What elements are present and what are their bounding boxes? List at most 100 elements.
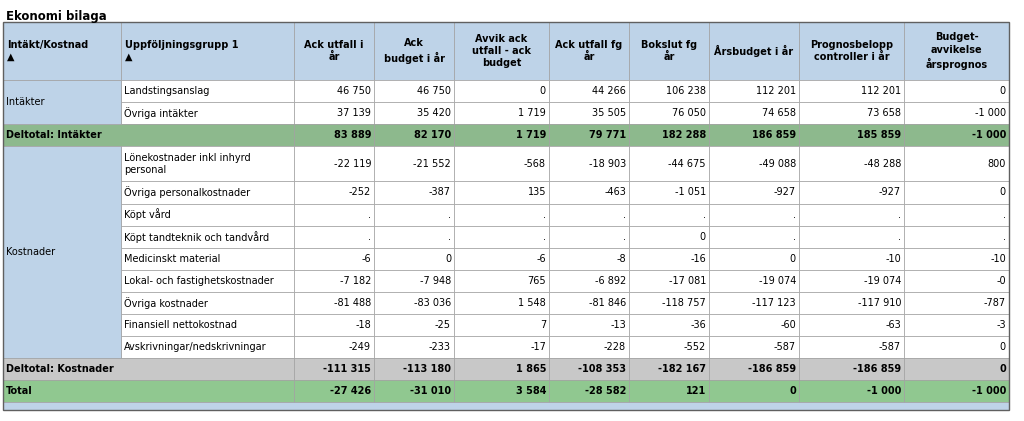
Bar [904, 102, 1009, 124]
Bar [374, 270, 454, 292]
Bar [904, 380, 1009, 402]
Text: .: . [793, 232, 796, 242]
Text: 0: 0 [699, 232, 706, 242]
Text: -1 000: -1 000 [972, 130, 1006, 140]
Bar [454, 292, 549, 314]
Bar [904, 124, 1009, 146]
Bar [629, 102, 709, 124]
Bar [3, 402, 1009, 410]
Text: -18: -18 [355, 320, 371, 330]
Bar [629, 22, 709, 80]
Text: 0: 0 [790, 253, 796, 264]
Bar [374, 380, 454, 402]
Text: -927: -927 [879, 187, 901, 197]
Text: 74 658: 74 658 [762, 108, 796, 118]
Text: 76 050: 76 050 [672, 108, 706, 118]
Bar [294, 146, 374, 181]
Bar [121, 181, 294, 203]
Text: -186 859: -186 859 [748, 364, 796, 374]
Text: -186 859: -186 859 [853, 364, 901, 374]
Text: -387: -387 [429, 187, 451, 197]
Bar [709, 380, 799, 402]
Text: -233: -233 [429, 342, 451, 352]
Bar [549, 226, 629, 248]
Text: 1 719: 1 719 [516, 130, 546, 140]
Bar [629, 124, 709, 146]
Bar [709, 146, 799, 181]
Bar [454, 146, 549, 181]
Bar [374, 248, 454, 270]
Text: -0: -0 [996, 276, 1006, 286]
Bar [799, 22, 904, 80]
Text: -108 353: -108 353 [578, 364, 626, 374]
Bar [709, 270, 799, 292]
Text: 765: 765 [527, 276, 546, 286]
Bar [374, 146, 454, 181]
Text: Köpt vård: Köpt vård [124, 208, 171, 221]
Text: -19 074: -19 074 [759, 276, 796, 286]
Bar [629, 203, 709, 226]
Bar [549, 248, 629, 270]
Text: 37 139: 37 139 [337, 108, 371, 118]
Bar [454, 22, 549, 80]
Text: Deltotal: Intäkter: Deltotal: Intäkter [6, 130, 101, 140]
Bar [294, 203, 374, 226]
Text: .: . [898, 232, 901, 242]
Bar [3, 124, 294, 146]
Text: Ack utfall i
år: Ack utfall i år [304, 40, 364, 62]
Text: 800: 800 [987, 159, 1006, 169]
Bar [799, 124, 904, 146]
Bar [709, 22, 799, 80]
Text: -7 948: -7 948 [420, 276, 451, 286]
Text: -3: -3 [996, 320, 1006, 330]
Bar [3, 380, 294, 402]
Bar [374, 124, 454, 146]
Text: Total: Total [6, 386, 33, 396]
Bar [709, 226, 799, 248]
Text: -787: -787 [984, 298, 1006, 308]
Bar [454, 358, 549, 380]
Text: .: . [368, 210, 371, 219]
Text: -17: -17 [530, 342, 546, 352]
Bar [121, 248, 294, 270]
Bar [294, 358, 374, 380]
Bar [709, 203, 799, 226]
Bar [549, 270, 629, 292]
Text: 46 750: 46 750 [417, 86, 451, 96]
Bar [709, 80, 799, 102]
Bar [799, 358, 904, 380]
Text: 185 859: 185 859 [857, 130, 901, 140]
Bar [3, 22, 121, 80]
Bar [374, 181, 454, 203]
Text: Köpt tandteknik och tandvård: Köpt tandteknik och tandvård [124, 231, 269, 242]
Bar [294, 226, 374, 248]
Text: -111 315: -111 315 [324, 364, 371, 374]
Text: 112 201: 112 201 [861, 86, 901, 96]
Bar [294, 336, 374, 358]
Bar [904, 80, 1009, 102]
Text: -568: -568 [524, 159, 546, 169]
Bar [549, 336, 629, 358]
Text: Övriga intäkter: Övriga intäkter [124, 107, 198, 119]
Text: Deltotal: Kostnader: Deltotal: Kostnader [6, 364, 114, 374]
Text: -10: -10 [990, 253, 1006, 264]
Text: 135: 135 [527, 187, 546, 197]
Bar [294, 292, 374, 314]
Text: 1 719: 1 719 [518, 108, 546, 118]
Bar [904, 314, 1009, 336]
Bar [121, 336, 294, 358]
Text: Finansiell nettokostnad: Finansiell nettokostnad [124, 320, 237, 330]
Bar [799, 102, 904, 124]
Bar [454, 124, 549, 146]
Text: Årsbudget i år: Årsbudget i år [715, 45, 794, 57]
Text: -36: -36 [690, 320, 706, 330]
Text: .: . [623, 232, 626, 242]
Bar [549, 102, 629, 124]
Bar [454, 203, 549, 226]
Text: -927: -927 [774, 187, 796, 197]
Bar [709, 358, 799, 380]
Text: .: . [449, 210, 451, 219]
Text: 46 750: 46 750 [337, 86, 371, 96]
Text: -17 081: -17 081 [669, 276, 706, 286]
Text: Intäkt/Kostnad
▲: Intäkt/Kostnad ▲ [7, 40, 88, 62]
